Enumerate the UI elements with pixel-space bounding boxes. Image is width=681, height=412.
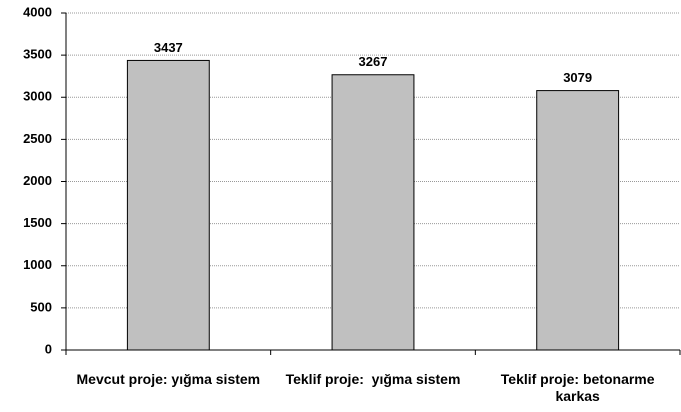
y-tick-label: 500: [30, 299, 52, 314]
bar: [331, 74, 415, 351]
y-tick-label: 0: [45, 341, 52, 356]
bar: [536, 90, 620, 351]
y-tick-label: 2000: [23, 173, 52, 188]
y-tick-label: 3000: [23, 89, 52, 104]
y-tick-label: 3500: [23, 47, 52, 62]
y-tick-label: 1000: [23, 257, 52, 272]
y-tick-label: 4000: [23, 4, 52, 19]
x-tick-label: Mevcut proje: yığma sistem: [76, 371, 261, 387]
y-tick-label: 1500: [23, 215, 52, 230]
data-label: 3267: [359, 54, 388, 69]
x-tick-label: Teklif proje: betonarme karkas: [500, 371, 659, 404]
bar: [126, 59, 210, 351]
data-label: 3437: [154, 40, 183, 55]
x-tick-label: Teklif proje: yığma sistem: [285, 371, 461, 387]
data-label: 3079: [563, 70, 592, 85]
y-tick-label: 2500: [23, 131, 52, 146]
